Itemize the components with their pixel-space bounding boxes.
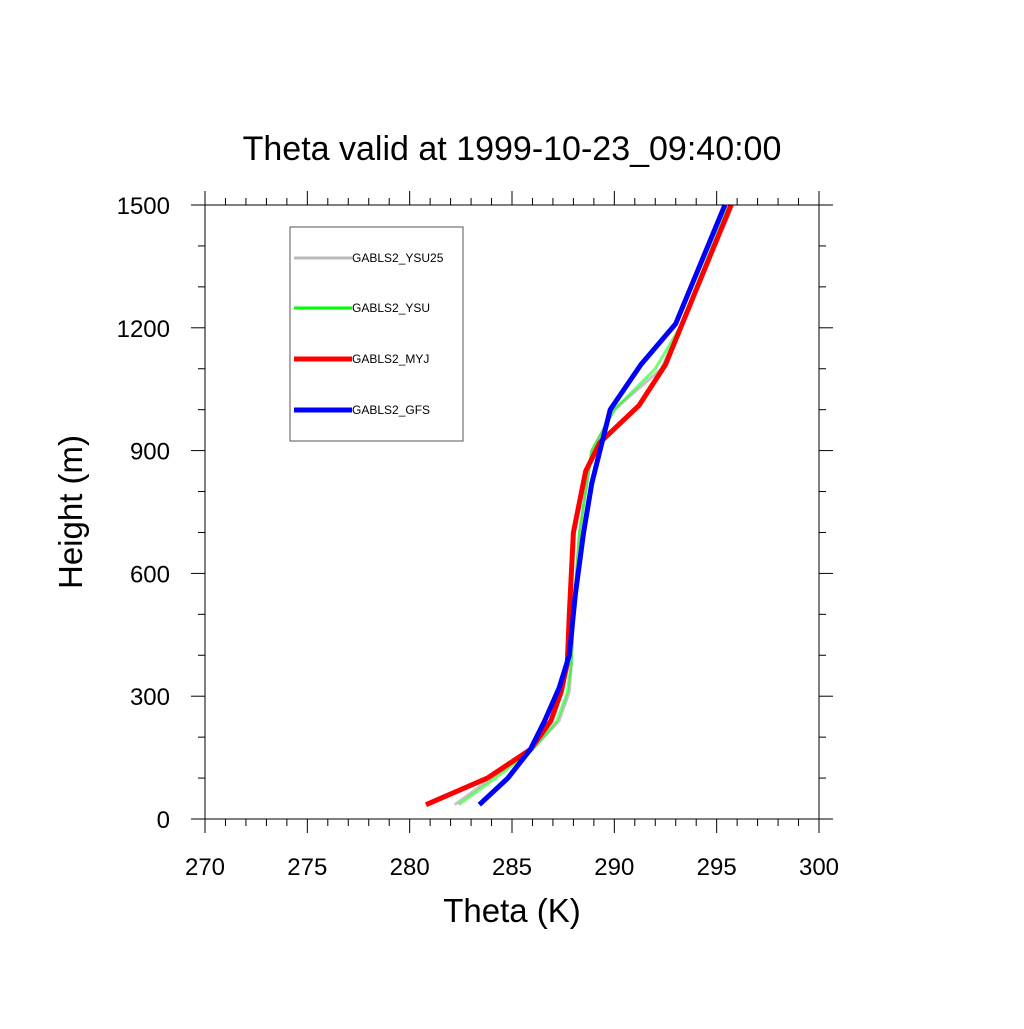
chart-title: Theta valid at 1999-10-23_09:40:00 — [243, 130, 782, 168]
y-tick-label: 600 — [130, 561, 170, 588]
x-tick-label: 290 — [594, 854, 634, 881]
x-tick-label: 270 — [185, 854, 225, 881]
y-tick-label: 1500 — [117, 193, 170, 220]
legend: GABLS2_YSU25 GABLS2_YSU GABLS2_MYJ GABLS2_G… — [289, 226, 464, 442]
x-tick-label: 285 — [492, 854, 532, 881]
plot-frame — [204, 204, 820, 820]
y-tick-label: 300 — [130, 684, 170, 711]
axis-ticks: 270 275 280 285 290 295 300 0 300 600 900 1200 1500 — [117, 191, 839, 881]
x-tick-label: 280 — [390, 854, 430, 881]
y-tick-label: 0 — [157, 807, 170, 834]
series-lines — [425, 204, 735, 807]
series-line-gabls2-gfs — [477, 204, 728, 807]
legend-label: GABLS2_YSU25 — [352, 251, 444, 265]
legend-label: GABLS2_MYJ — [352, 352, 429, 366]
x-tick-label: 300 — [799, 854, 839, 881]
y-axis-label: Height (m) — [52, 435, 89, 589]
legend-label: GABLS2_GFS — [352, 403, 430, 417]
legend-items: GABLS2_YSU25 GABLS2_YSU GABLS2_MYJ GABLS2_G… — [294, 251, 444, 417]
x-axis-label: Theta (K) — [443, 892, 581, 929]
legend-label: GABLS2_YSU — [352, 301, 430, 315]
y-tick-label: 1200 — [117, 316, 170, 343]
y-tick-label: 900 — [130, 439, 170, 466]
x-tick-label: 275 — [287, 854, 327, 881]
x-tick-label: 295 — [697, 854, 737, 881]
legend-box — [289, 226, 464, 442]
